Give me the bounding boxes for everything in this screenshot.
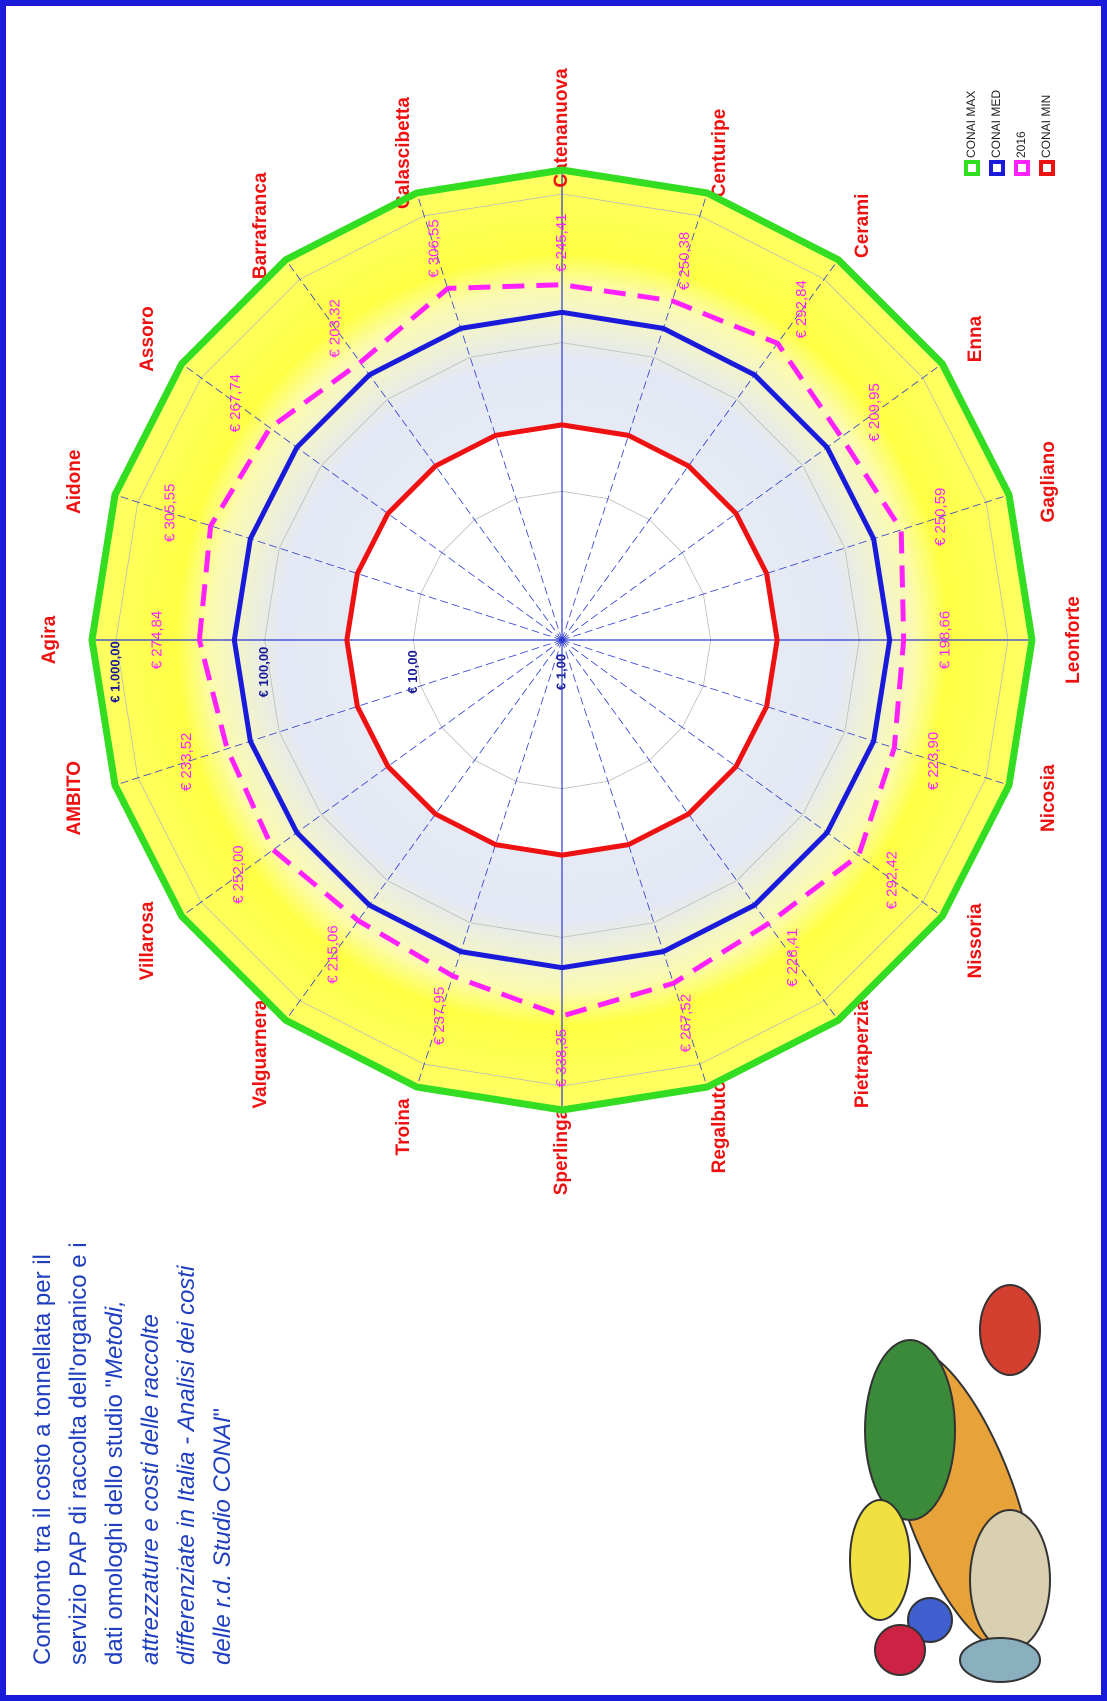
spoke (561, 639, 943, 917)
spoke (114, 494, 563, 641)
spoke (561, 639, 708, 1088)
category-label: Barrafranca (250, 172, 271, 279)
series-line (231, 309, 893, 971)
legend-marker (1039, 160, 1055, 176)
title-line: servizio PAP di raccolta dell'organico e… (65, 1242, 92, 1665)
value-label: € 267,52 (677, 994, 694, 1052)
value-label: € 209,95 (866, 383, 883, 441)
value-label: € 338,35 (553, 1029, 570, 1087)
spoke (114, 639, 563, 786)
value-label: € 228,41 (784, 928, 801, 986)
title-line: delle r.d. Studio CONAI" (209, 1408, 236, 1665)
tick-label: € 10,00 (405, 650, 420, 693)
value-label: € 215,06 (324, 925, 341, 983)
category-label: Calascibetta (393, 97, 414, 209)
spoke (285, 639, 563, 1021)
value-label: € 267,74 (227, 374, 244, 432)
spoke (561, 363, 943, 641)
category-label: Catenanuova (551, 68, 572, 188)
tick-label: € 1.000,00 (107, 641, 122, 702)
value-label: € 223,90 (925, 732, 942, 790)
series-line (196, 282, 907, 1019)
spoke (561, 259, 839, 641)
value-label: € 198,66 (937, 611, 954, 669)
value-label: € 250,38 (676, 232, 693, 290)
series-line (344, 422, 780, 858)
value-label: € 274,84 (148, 611, 165, 669)
category-label: AMBITO (64, 761, 85, 836)
value-label: € 237,95 (431, 987, 448, 1045)
illustration (849, 1284, 1051, 1683)
value-label: € 305,55 (162, 484, 179, 542)
value-label: € 292,84 (793, 280, 810, 338)
category-label: Aidone (64, 450, 85, 514)
category-label: Regalbuto (709, 1080, 730, 1173)
title-line: attrezzature e costi delle raccolte (137, 1314, 164, 1665)
category-label: Cerami (852, 194, 873, 258)
tick-label: € 1,00 (553, 654, 568, 690)
value-label: € 252,00 (230, 845, 247, 903)
legend-marker (989, 160, 1005, 176)
category-label: Villarosa (137, 901, 158, 980)
value-label: € 306,55 (426, 219, 443, 277)
legend-label: 2016 (1014, 131, 1028, 158)
value-label: € 292,42 (884, 851, 901, 909)
title-text: dati omologhi dello studio " (101, 1379, 128, 1665)
legend-label: CONAI MAX (964, 91, 978, 158)
spoke (285, 259, 563, 641)
title-text: attrezzature e costi delle raccolte (137, 1314, 164, 1665)
title-text: servizio PAP di raccolta dell'organico e… (65, 1242, 92, 1665)
category-label: Leonforte (1063, 596, 1084, 684)
value-label: € 245,41 (553, 213, 570, 271)
title-text: differenziate in Italia - Analisi dei co… (173, 1265, 200, 1665)
value-label: € 250,59 (932, 488, 949, 546)
category-label: Gagliano (1038, 441, 1059, 522)
radar-chart: € 1,00 € 10,00 € 100,00 € 1.000,00 Agira Aido… (39, 68, 1084, 1195)
title-line: differenziate in Italia - Analisi dei co… (173, 1265, 200, 1665)
category-label: Assoro (137, 306, 158, 371)
title: Confronto tra il costo a tonnellata per … (29, 1242, 236, 1665)
value-label: € 233,52 (178, 733, 195, 791)
spoke (561, 494, 1010, 641)
spoke (561, 639, 839, 1021)
legend-label: CONAI MIN (1039, 95, 1053, 158)
title-text: delle r.d. Studio CONAI (209, 1416, 236, 1665)
spoke (561, 639, 1010, 786)
legend-marker (1014, 160, 1030, 176)
series-line (88, 166, 1036, 1114)
title-line: dati omologhi dello studio "Metodi, (101, 1300, 128, 1665)
legend: CONAI MAX CONAI MED 2016 CONAI MIN (964, 90, 1055, 176)
tick-label: € 100,00 (256, 647, 271, 698)
spoke (561, 192, 708, 641)
title-text: Confronto tra il costo a tonnellata per … (29, 1254, 56, 1665)
category-label: Centuripe (709, 109, 730, 198)
spoke (416, 192, 563, 641)
category-label: Agira (39, 615, 60, 664)
value-label: € 203,32 (327, 299, 344, 357)
category-label: Nissoria (965, 903, 986, 978)
category-label: Troina (393, 1098, 414, 1155)
spoke (181, 639, 563, 917)
title-text: Metodi, (101, 1300, 128, 1379)
category-label: Pietraperzia (852, 1000, 873, 1108)
title-text: " (209, 1408, 236, 1417)
category-label: Valguarnera (250, 999, 271, 1108)
spoke (416, 639, 563, 1088)
category-label: Nicosia (1038, 764, 1059, 832)
category-label: Enna (965, 315, 986, 362)
title-line: Confronto tra il costo a tonnellata per … (29, 1254, 56, 1665)
legend-label: CONAI MED (989, 90, 1003, 158)
spoke (181, 363, 563, 641)
category-label: Sperlinga (551, 1108, 572, 1195)
legend-marker (964, 160, 980, 176)
